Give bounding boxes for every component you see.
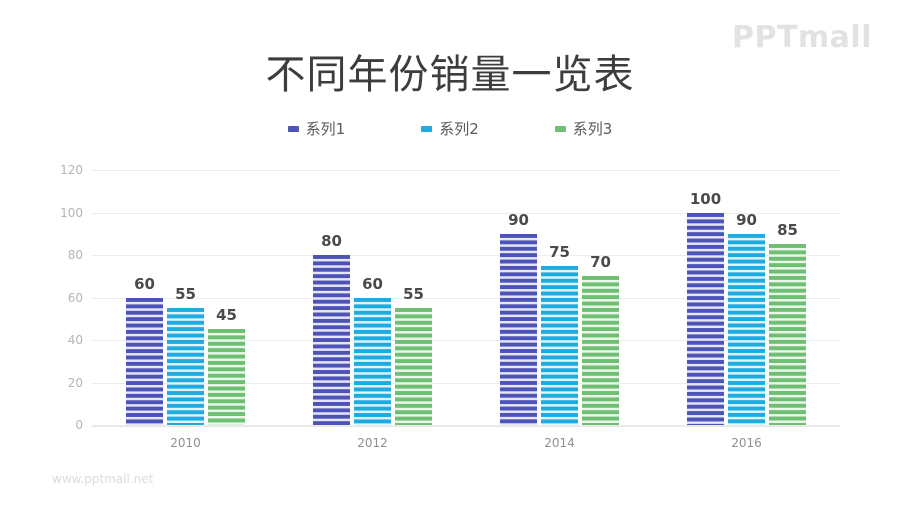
gridline: 80 [68,248,840,262]
bar-groups: 60 55 45 80 60 55 90 75 70 100 90 85 [92,170,840,425]
bar-column[interactable]: 60 [354,275,391,425]
legend-swatch-icon [421,125,433,132]
bar-column[interactable]: 45 [208,306,245,425]
x-axis: 2010 2012 2014 2016 [92,426,840,450]
y-axis-tick-label: 120 [60,163,83,177]
plot-area: 0 20 40 60 80 100 120 60 55 45 80 60 55 90 75 70 100 90 8… [60,163,840,432]
bar-group: 80 60 55 [279,170,466,425]
x-axis-tick-label: 2014 [544,436,575,450]
legend-item-label: 系列1 [305,120,346,138]
bar-value-label: 100 [689,189,722,208]
legend-item-3[interactable]: 系列3 [554,118,613,139]
x-axis-tick-label: 2016 [731,436,762,450]
x-axis-tick-label: 2010 [170,436,201,450]
bar-value-label: 90 [508,210,529,229]
y-axis-tick-label: 80 [67,248,83,262]
y-axis-tick-label: 20 [67,375,83,390]
bar-value-label: 70 [590,253,611,272]
bar-value-label: 90 [736,210,757,229]
bar-column[interactable]: 55 [395,285,432,425]
bar-value-label: 85 [777,221,798,240]
bar-group: 100 90 85 [653,170,840,425]
bar-group: 60 55 45 [92,170,279,425]
bar-column[interactable]: 90 [500,211,537,425]
y-axis-tick-label: 40 [67,333,83,347]
legend-item-1[interactable]: 系列1 [287,118,346,139]
gridline: 20 [68,376,840,390]
bar-系列2[interactable]: 75 [541,243,578,425]
bar-value-label: 75 [549,242,570,261]
bar-value-label: 60 [134,274,155,293]
bar-系列2[interactable]: 55 [167,285,204,425]
gridline: 60 [68,291,840,305]
bar-column[interactable]: 90 [728,211,765,425]
bar-value-label: 55 [175,285,196,304]
bar-系列3[interactable]: 45 [208,306,245,425]
bar-系列3[interactable]: 70 [582,253,619,425]
bar-group-bars: 90 75 70 [466,170,653,425]
bar-group-bars: 60 55 45 [92,170,279,425]
bar-column[interactable]: 55 [167,285,204,425]
gridline: 100 [60,206,840,220]
bar-group-bars: 100 90 85 [653,170,840,425]
bar-系列3[interactable]: 55 [395,285,432,425]
chart-title: 不同年份销量一览表 [265,52,635,98]
bar-column[interactable]: 100 [687,190,724,425]
bar-group-bars: 80 60 55 [279,170,466,425]
legend-item-label: 系列2 [439,120,479,138]
bar-column[interactable]: 60 [126,275,163,425]
legend-item-2[interactable]: 系列2 [421,118,479,139]
bar-group: 90 75 70 [466,170,653,425]
gridline: 0 [75,418,840,432]
bar-系列2[interactable]: 90 [728,211,765,425]
bar-系列3[interactable]: 85 [769,221,806,425]
legend-swatch-icon [554,125,566,132]
y-axis-tick-label: 100 [60,205,83,220]
bar-value-label: 55 [403,285,424,304]
bar-系列2[interactable]: 60 [354,275,391,425]
y-axis-tick-label: 60 [67,290,83,305]
legend-item-label: 系列3 [572,120,613,138]
bar-系列1[interactable]: 90 [500,211,537,425]
legend-swatch-icon [287,125,299,132]
gridline: 120 [60,163,840,177]
bar-value-label: 45 [216,306,237,325]
bar-value-label: 80 [321,232,342,250]
footer-watermark: www.pptmall.net [52,472,154,486]
chart-legend: 系列1 系列2 系列3 [0,118,900,139]
bar-column[interactable]: 80 [313,232,350,425]
bar-column[interactable]: 70 [582,253,619,425]
bar-value-label: 60 [362,274,383,293]
bar-column[interactable]: 75 [541,243,578,425]
x-axis-tick-label: 2012 [357,436,388,450]
bar-系列1[interactable]: 100 [687,190,724,425]
bar-系列1[interactable]: 80 [313,232,350,425]
pptmall-logo: PPTmall [731,20,872,55]
bar-column[interactable]: 85 [769,221,806,425]
gridline: 40 [68,333,840,347]
bar-系列1[interactable]: 60 [126,275,163,425]
y-axis-tick-label: 0 [75,418,83,432]
